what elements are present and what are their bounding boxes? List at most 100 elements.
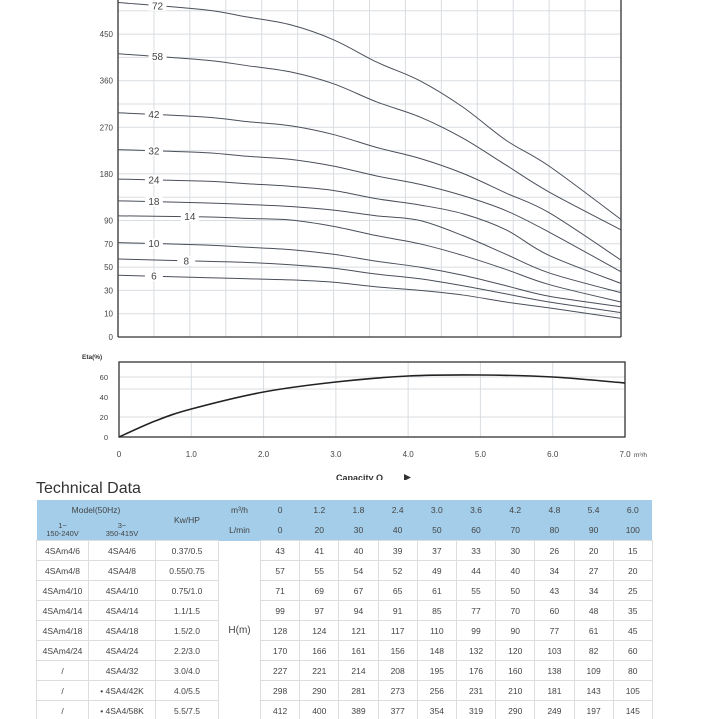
q-m3h-3: 2.4 bbox=[378, 500, 418, 520]
power-cell: 0.75/1.0 bbox=[155, 580, 219, 601]
curve-label-bg bbox=[177, 255, 196, 266]
curve-label-bg bbox=[144, 196, 163, 207]
curve-label-bg bbox=[148, 0, 167, 11]
single-phase-voltage: 150-240V bbox=[46, 529, 79, 538]
table-row: 4SAm4/24 4SA4/24 2.2/3.0 170 166 161 156 148 132… bbox=[36, 640, 653, 661]
head-curve-6 bbox=[117, 274, 622, 319]
head-value: 44 bbox=[455, 560, 497, 581]
head-value: 50 bbox=[495, 580, 536, 601]
single-phase-header: 1~ 150-240V bbox=[36, 520, 89, 541]
head-curve-10 bbox=[117, 242, 622, 308]
y-tick-label: 60 bbox=[100, 373, 108, 382]
curve-label-24: 24 bbox=[148, 175, 160, 186]
three-phase-label: 3~ bbox=[117, 521, 127, 530]
power-cell: 5.5/7.5 bbox=[155, 700, 219, 719]
model-single-phase: / bbox=[36, 660, 89, 681]
head-value: 90 bbox=[495, 620, 536, 641]
head-value: 43 bbox=[534, 580, 575, 601]
head-value: 55 bbox=[299, 560, 340, 581]
x-tick-label: 5.0 bbox=[475, 450, 487, 459]
y-tick-label: 30 bbox=[104, 286, 113, 295]
q-m3h-6: 4.2 bbox=[495, 500, 535, 520]
plot-border bbox=[118, 361, 626, 438]
head-value: 85 bbox=[416, 600, 457, 621]
model-three-phase: 4SA4/6 bbox=[88, 540, 156, 561]
head-value: 71 bbox=[259, 580, 301, 601]
y-tick-label: 70 bbox=[104, 240, 113, 249]
power-cell: 0.37/0.5 bbox=[155, 540, 219, 561]
x-tick-label: 1.0 bbox=[186, 450, 198, 459]
curve-label-bg bbox=[144, 271, 163, 282]
head-value: 61 bbox=[573, 620, 614, 641]
head-value: 105 bbox=[612, 680, 653, 701]
head-value: 34 bbox=[534, 560, 575, 581]
model-three-phase: 4SA4/8 bbox=[88, 560, 156, 581]
technical-data-table: Model(50Hz) Kw/HP m³/h 0 1.2 1.8 2.4 3.0 3.6 4… bbox=[36, 500, 653, 719]
q-lmin-9: 100 bbox=[613, 520, 653, 541]
curve-label-72: 72 bbox=[152, 1, 164, 12]
head-value: 48 bbox=[573, 600, 614, 621]
head-value: 20 bbox=[612, 560, 653, 581]
head-value: 156 bbox=[377, 640, 418, 661]
q-lmin-3: 40 bbox=[378, 520, 418, 541]
q-m3h-7: 4.8 bbox=[534, 500, 574, 520]
power-cell: 0.55/0.75 bbox=[155, 560, 219, 581]
curve-label-18: 18 bbox=[148, 197, 160, 208]
q-lmin-1: 20 bbox=[299, 520, 339, 541]
head-value: 290 bbox=[299, 680, 340, 701]
x-tick-label: 6.0 bbox=[547, 450, 559, 459]
head-value: 20 bbox=[573, 540, 614, 561]
head-value: 377 bbox=[377, 700, 418, 719]
x-tick-label: 3.0 bbox=[330, 450, 342, 459]
model-single-phase: 4SAm4/24 bbox=[36, 640, 89, 661]
head-value: 40 bbox=[495, 560, 536, 581]
q-m3h-1: 1.2 bbox=[299, 500, 339, 520]
y-tick-label: 0 bbox=[109, 333, 114, 342]
head-value: 148 bbox=[416, 640, 457, 661]
model-header: Model(50Hz) bbox=[36, 500, 156, 520]
head-value: 77 bbox=[455, 600, 497, 621]
q-m3h-8: 5.4 bbox=[574, 500, 614, 520]
q-lmin-7: 80 bbox=[534, 520, 574, 541]
head-value: 389 bbox=[338, 700, 379, 719]
table-row: / • 4SA4/58K 5.5/7.5 412 400 389 377 354 319 290 2… bbox=[36, 700, 653, 719]
head-value: 210 bbox=[495, 680, 536, 701]
q-lmin-6: 70 bbox=[495, 520, 535, 541]
head-value: 208 bbox=[377, 660, 418, 681]
head-value: 160 bbox=[495, 660, 536, 681]
curve-label-32: 32 bbox=[148, 146, 160, 157]
head-value: 67 bbox=[338, 580, 379, 601]
head-value: 124 bbox=[299, 620, 340, 641]
q-lmin-8: 90 bbox=[574, 520, 614, 541]
head-value: 35 bbox=[612, 600, 653, 621]
flow-unit-m3h: m³/h bbox=[218, 500, 261, 520]
model-three-phase: 4SA4/10 bbox=[88, 580, 156, 601]
curve-label-8: 8 bbox=[183, 256, 189, 267]
head-value: 161 bbox=[338, 640, 379, 661]
table-row: /4SA4/32 3.0/4.0 227 221 214 208 195 176 160 138 1… bbox=[36, 660, 653, 681]
head-value: 25 bbox=[612, 580, 653, 601]
head-value: 221 bbox=[299, 660, 340, 681]
head-value: 57 bbox=[259, 560, 301, 581]
head-value: 41 bbox=[299, 540, 340, 561]
head-value: 94 bbox=[338, 600, 379, 621]
head-value: 26 bbox=[534, 540, 575, 561]
table-row: 4SAm4/14 4SA4/14 1.1/1.5 99 97 94 91 85 77 70 60 48… bbox=[36, 600, 653, 621]
head-value: 70 bbox=[495, 600, 536, 621]
technical-data-title: Technical Data bbox=[36, 480, 141, 497]
head-value: 143 bbox=[573, 680, 614, 701]
head-value: 103 bbox=[534, 640, 575, 661]
head-value: 34 bbox=[573, 580, 614, 601]
power-cell: 3.0/4.0 bbox=[155, 660, 219, 681]
curve-label-42: 42 bbox=[148, 110, 160, 121]
q-lmin-4: 50 bbox=[417, 520, 457, 541]
model-single-phase: / bbox=[36, 700, 89, 719]
head-curve-8 bbox=[117, 258, 622, 314]
head-value: 298 bbox=[259, 680, 301, 701]
power-cell: 4.0/5.5 bbox=[155, 680, 219, 701]
head-value: 65 bbox=[377, 580, 418, 601]
head-value: 195 bbox=[416, 660, 457, 681]
head-value: 82 bbox=[573, 640, 614, 661]
x-tick-label: 2.0 bbox=[258, 450, 270, 459]
